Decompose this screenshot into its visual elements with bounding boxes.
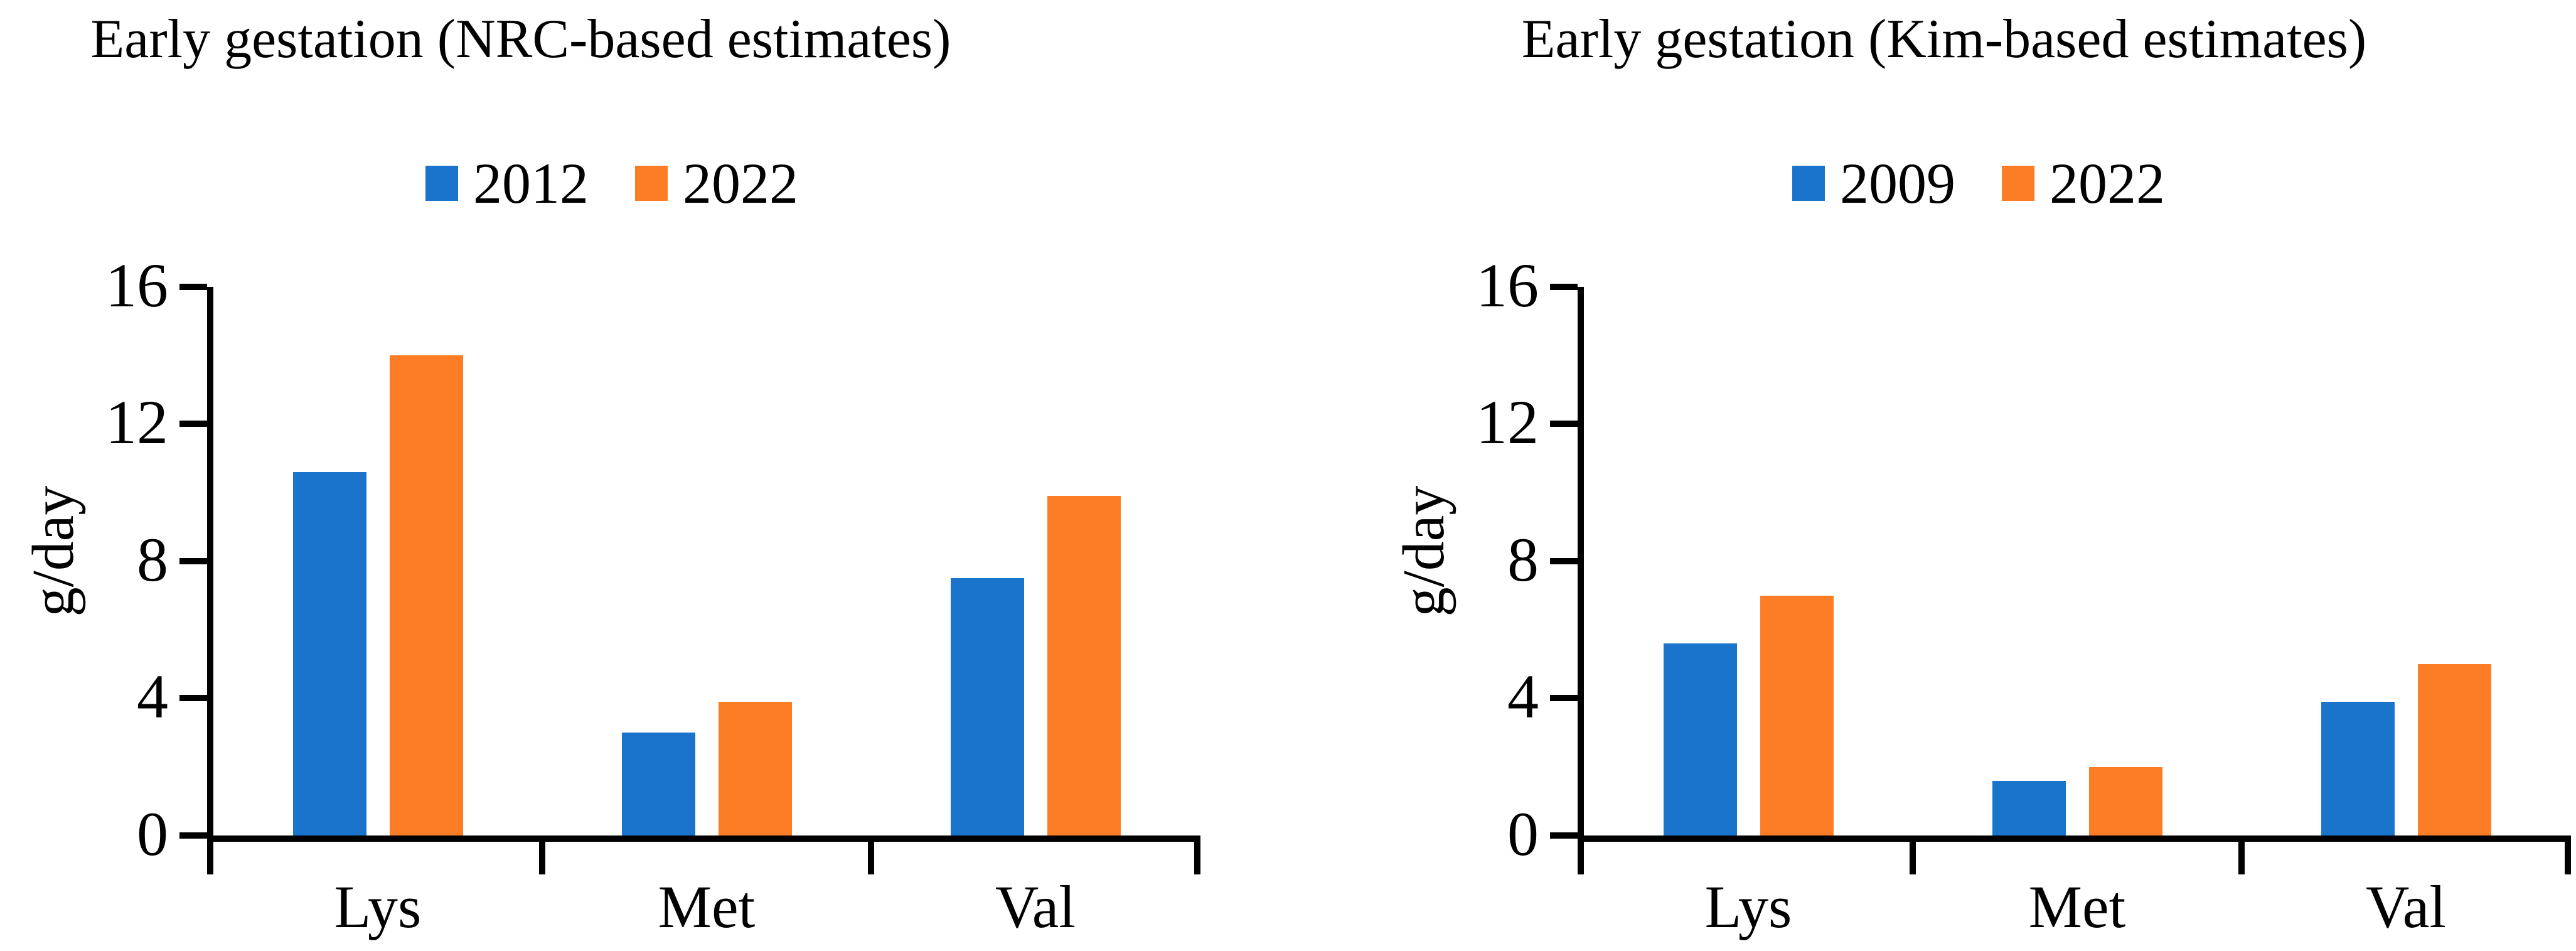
legend-label-2022: 2022 [2050, 151, 2165, 215]
bar-met-2022 [2088, 766, 2162, 835]
y-tick-label-12: 12 [1476, 387, 1539, 457]
x-tick-mark [2238, 842, 2245, 874]
x-tick-mark [1578, 842, 1584, 874]
bar-group-met [1913, 287, 2242, 835]
legend-kim: 2009 2022 [1792, 154, 2165, 212]
plot-area-nrc [207, 287, 1200, 842]
y-axis-title: g/day [21, 485, 86, 617]
y-tick-mark [1550, 284, 1578, 290]
y-tick-label-4: 4 [137, 662, 168, 731]
y-tick-mark [1550, 558, 1578, 564]
x-category-label-met: Met [2028, 873, 2126, 940]
bar-val-2009 [2321, 701, 2395, 835]
y-tick-label-16: 16 [105, 250, 168, 320]
y-tick-mark [179, 284, 207, 290]
bar-val-2022 [2418, 664, 2492, 835]
x-category-label-lys: Lys [334, 873, 422, 940]
x-category-label-met: Met [658, 873, 756, 940]
legend-nrc: 2012 2022 [425, 154, 798, 212]
y-tick-label-16: 16 [1476, 250, 1539, 320]
legend-swatch-blue [1792, 166, 1825, 201]
y-tick-mark [1550, 421, 1578, 427]
bar-group-lys [213, 287, 542, 835]
legend-item-2022: 2022 [635, 154, 798, 212]
bar-group-met [542, 287, 871, 835]
plot-area-kim [1578, 287, 2571, 842]
chart-title-kim: Early gestation (Kim-based estimates) [1521, 9, 2367, 70]
x-category-label-val: Val [995, 873, 1076, 940]
legend-swatch-orange [635, 166, 668, 201]
bar-group-lys [1584, 287, 1913, 835]
y-tick-label-8: 8 [1507, 525, 1539, 594]
y-tick-label-12: 12 [105, 387, 168, 457]
bar-val-2022 [1047, 496, 1121, 835]
bar-lys-2012 [292, 471, 366, 835]
bar-group-val [872, 287, 1200, 835]
x-tick-mark [2565, 842, 2571, 874]
legend-label-2022: 2022 [683, 151, 798, 215]
legend-swatch-orange [2002, 166, 2034, 201]
bar-met-2022 [718, 701, 792, 835]
legend-item-2012: 2012 [425, 154, 589, 212]
x-category-label-val: Val [2366, 873, 2446, 940]
y-tick-mark [179, 421, 207, 427]
chart-panel-kim: Early gestation (Kim-based estimates) 20… [1288, 0, 2576, 951]
y-tick-mark [1550, 695, 1578, 701]
chart-title-nrc: Early gestation (NRC-based estimates) [90, 9, 951, 70]
y-tick-label-0: 0 [137, 799, 168, 869]
bar-lys-2022 [1760, 595, 1834, 835]
bar-val-2012 [951, 578, 1025, 835]
legend-swatch-blue [425, 166, 458, 201]
y-tick-label-4: 4 [1507, 662, 1539, 731]
bar-met-2009 [1992, 780, 2066, 835]
bar-lys-2022 [389, 355, 463, 835]
legend-label-2009: 2009 [1840, 151, 1955, 215]
x-tick-mark [1194, 842, 1200, 874]
chart-panel-nrc: Early gestation (NRC-based estimates) 20… [21, 9, 1200, 940]
x-tick-mark [539, 842, 545, 874]
x-tick-mark [207, 842, 213, 874]
bar-lys-2009 [1663, 643, 1737, 835]
legend-item-2022: 2022 [2002, 154, 2165, 212]
bar-group-val [2242, 287, 2571, 835]
y-tick-mark [1550, 832, 1578, 839]
bar-met-2012 [621, 733, 695, 835]
x-category-label-lys: Lys [1704, 873, 1792, 940]
x-tick-mark [868, 842, 874, 874]
y-tick-label-8: 8 [137, 525, 168, 594]
y-axis-title: g/day [1391, 485, 1456, 617]
legend-item-2009: 2009 [1792, 154, 1955, 212]
y-tick-mark [179, 695, 207, 701]
y-tick-mark [179, 558, 207, 564]
y-tick-mark [179, 832, 207, 839]
legend-label-2012: 2012 [473, 151, 589, 215]
x-tick-mark [1910, 842, 1916, 874]
y-tick-label-0: 0 [1507, 799, 1539, 869]
